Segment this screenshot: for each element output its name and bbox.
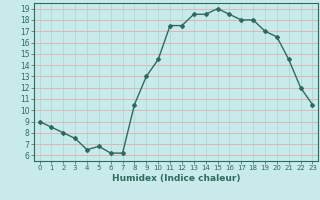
X-axis label: Humidex (Indice chaleur): Humidex (Indice chaleur) [112,174,240,183]
